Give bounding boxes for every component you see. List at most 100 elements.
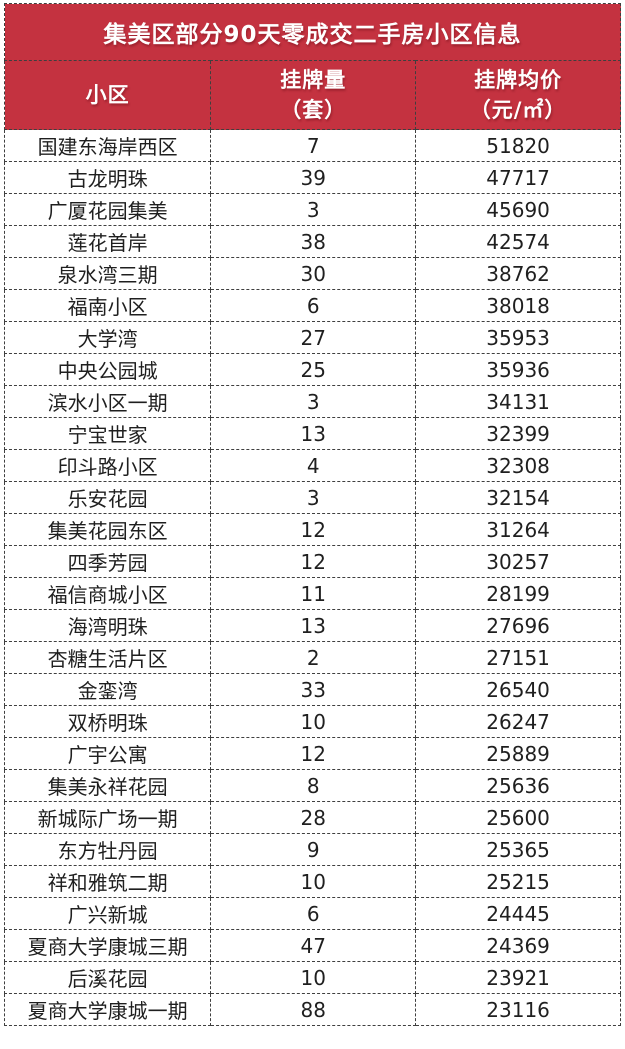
avg-price-cell: 26247 [415,705,621,738]
table-row: 金銮湾 33 26540 [3,673,621,706]
table-title: 集美区部分90天零成交二手房小区信息 [4,3,621,61]
listing-count-cell: 9 [210,833,417,866]
column-header-label: 挂牌均价 [474,67,563,92]
community-cell: 广兴新城 [3,897,212,930]
table-row: 大学湾 27 35953 [3,321,621,354]
column-header-label: 挂牌量 [280,67,347,92]
listing-count-cell: 4 [210,449,417,482]
table-row: 莲花首岸 38 42574 [3,225,621,258]
listing-count-cell: 7 [210,129,417,162]
avg-price-cell: 25365 [415,833,621,866]
community-cell: 祥和雅筑二期 [3,865,212,898]
avg-price-cell: 23116 [415,993,621,1026]
listing-count-cell: 12 [210,513,417,546]
table-row: 祥和雅筑二期 10 25215 [3,865,621,898]
listing-count-cell: 2 [210,641,417,674]
community-cell: 乐安花园 [3,481,212,514]
community-cell: 东方牡丹园 [3,833,212,866]
avg-price-cell: 51820 [415,129,621,162]
listing-count-cell: 10 [210,961,417,994]
table-row: 福信商城小区 11 28199 [3,577,621,610]
listing-count-cell: 38 [210,225,417,258]
avg-price-cell: 32399 [415,417,621,450]
listing-count-cell: 10 [210,865,417,898]
community-cell: 宁宝世家 [3,417,212,450]
listing-count-cell: 47 [210,929,417,962]
table-body: 国建东海岸西区 7 51820 古龙明珠 39 47717 广厦花园集美 3 45690 莲花首岸… [3,129,621,1026]
listing-count-cell: 6 [210,897,417,930]
listing-count-cell: 12 [210,545,417,578]
avg-price-cell: 25636 [415,769,621,802]
community-cell: 福南小区 [3,289,212,322]
avg-price-cell: 35953 [415,321,621,354]
table-row: 后溪花园 10 23921 [3,961,621,994]
listing-count-cell: 6 [210,289,417,322]
listing-count-cell: 25 [210,353,417,386]
avg-price-cell: 26540 [415,673,621,706]
table-row: 乐安花园 3 32154 [3,481,621,514]
listing-count-cell: 8 [210,769,417,802]
table-row: 东方牡丹园 9 25365 [3,833,621,866]
community-cell: 夏商大学康城一期 [3,993,212,1026]
listing-count-cell: 39 [210,161,417,194]
table-row: 广兴新城 6 24445 [3,897,621,930]
table-row: 泉水湾三期 30 38762 [3,257,621,290]
avg-price-cell: 25889 [415,737,621,770]
listing-count-cell: 3 [210,385,417,418]
community-cell: 集美花园东区 [3,513,212,546]
listing-count-cell: 3 [210,481,417,514]
community-cell: 金銮湾 [3,673,212,706]
listing-count-cell: 13 [210,609,417,642]
community-cell: 福信商城小区 [3,577,212,610]
avg-price-cell: 27151 [415,641,621,674]
avg-price-cell: 30257 [415,545,621,578]
community-cell: 泉水湾三期 [3,257,212,290]
avg-price-cell: 25215 [415,865,621,898]
table-row: 古龙明珠 39 47717 [3,161,621,194]
table-row: 四季芳园 12 30257 [3,545,621,578]
column-header-listing-count: 挂牌量 （套） [210,60,417,130]
listing-count-cell: 28 [210,801,417,834]
community-cell: 夏商大学康城三期 [3,929,212,962]
column-header-community: 小区 [3,60,212,130]
table-row: 国建东海岸西区 7 51820 [3,129,621,162]
table-row: 滨水小区一期 3 34131 [3,385,621,418]
avg-price-cell: 24445 [415,897,621,930]
avg-price-cell: 34131 [415,385,621,418]
community-cell: 中央公园城 [3,353,212,386]
listing-count-cell: 3 [210,193,417,226]
avg-price-cell: 24369 [415,929,621,962]
community-cell: 广宇公寓 [3,737,212,770]
listing-count-cell: 33 [210,673,417,706]
community-cell: 莲花首岸 [3,225,212,258]
community-cell: 后溪花园 [3,961,212,994]
avg-price-cell: 38762 [415,257,621,290]
listing-count-cell: 30 [210,257,417,290]
avg-price-cell: 31264 [415,513,621,546]
listings-table: 集美区部分90天零成交二手房小区信息 小区 挂牌量 （套） 挂牌均价 （元/㎡）… [3,3,621,1026]
avg-price-cell: 45690 [415,193,621,226]
title-row: 集美区部分90天零成交二手房小区信息 [4,3,621,61]
table-row: 夏商大学康城三期 47 24369 [3,929,621,962]
community-cell: 印斗路小区 [3,449,212,482]
community-cell: 新城际广场一期 [3,801,212,834]
listing-count-cell: 12 [210,737,417,770]
column-header-row: 小区 挂牌量 （套） 挂牌均价 （元/㎡） [3,60,621,130]
table-row: 福南小区 6 38018 [3,289,621,322]
table-row: 广厦花园集美 3 45690 [3,193,621,226]
avg-price-cell: 35936 [415,353,621,386]
avg-price-cell: 28199 [415,577,621,610]
listing-count-cell: 13 [210,417,417,450]
table-row: 海湾明珠 13 27696 [3,609,621,642]
avg-price-cell: 32154 [415,481,621,514]
listing-count-cell: 88 [210,993,417,1026]
community-cell: 双桥明珠 [3,705,212,738]
community-cell: 大学湾 [3,321,212,354]
community-cell: 海湾明珠 [3,609,212,642]
community-cell: 滨水小区一期 [3,385,212,418]
avg-price-cell: 38018 [415,289,621,322]
table-row: 印斗路小区 4 32308 [3,449,621,482]
avg-price-cell: 23921 [415,961,621,994]
listing-count-cell: 10 [210,705,417,738]
